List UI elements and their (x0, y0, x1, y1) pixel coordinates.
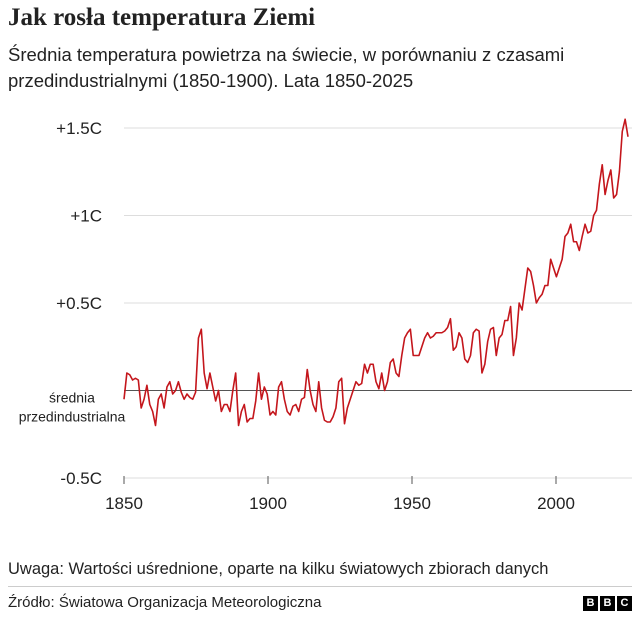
x-axis: 1850 1900 1950 2000 (105, 476, 575, 513)
bbc-logo-letter: C (617, 596, 632, 611)
footer-divider (8, 586, 632, 587)
x-tick-label: 1900 (249, 494, 287, 513)
y-tick-label: +1.5C (56, 119, 102, 138)
chart-subtitle: Średnia temperatura powietrza na świecie… (8, 44, 565, 91)
x-tick-label: 1950 (393, 494, 431, 513)
baseline-label: przedindustrialna (19, 409, 126, 425)
line-chart: średnia przedindustrialna +1.5C +1C +0.5C -0… (19, 118, 632, 513)
y-tick-label: +1C (70, 207, 102, 226)
x-tick-label: 2000 (537, 494, 575, 513)
grid-layer (124, 127, 632, 479)
baseline-label: średnia (49, 390, 95, 406)
chart-title: Jak rosła temperatura Ziemi (8, 4, 316, 31)
source-text: Źródło: Światowa Organizacja Meteorologi… (8, 594, 322, 611)
y-tick-label: -0.5C (60, 469, 102, 488)
temperature-series-line (123, 118, 629, 427)
bbc-logo: B B C (583, 596, 632, 611)
series-layer (123, 118, 629, 427)
x-tick-label: 1850 (105, 494, 143, 513)
bbc-logo-letter: B (583, 596, 598, 611)
baseline-layer: średnia przedindustrialna (19, 390, 632, 425)
y-tick-label: +0.5C (56, 294, 102, 313)
footnote: Uwaga: Wartości uśrednione, oparte na ki… (8, 560, 549, 578)
y-axis-tick-labels: +1.5C +1C +0.5C -0.5C (56, 119, 102, 488)
bbc-logo-letter: B (600, 596, 615, 611)
